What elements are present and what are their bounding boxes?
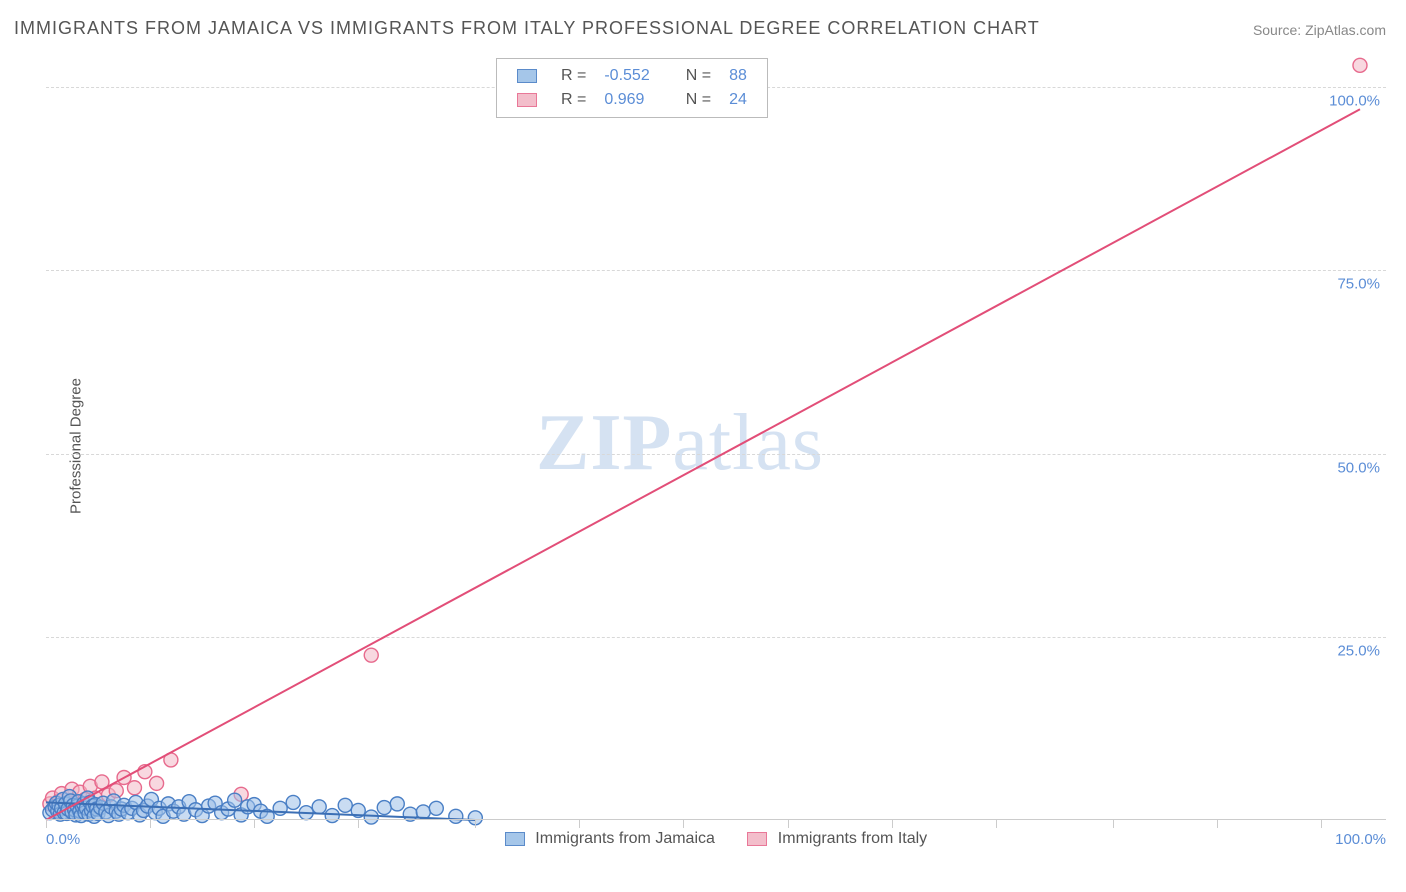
data-point-blue [429,801,443,815]
legend-label-pink: Immigrants from Italy [778,830,927,847]
chart-title: IMMIGRANTS FROM JAMAICA VS IMMIGRANTS FR… [14,18,1040,39]
source-credit: Source: ZipAtlas.com [1253,22,1386,38]
n-label: N = [678,65,719,87]
data-point-blue [390,797,404,811]
x-tick [683,820,684,828]
data-point-blue [325,809,339,823]
swatch-pink [517,93,537,107]
data-point-pink [364,648,378,662]
data-point-blue [228,793,242,807]
data-point-blue [449,809,463,823]
legend-item-blue: Immigrants from Jamaica [505,830,715,848]
data-point-blue [312,800,326,814]
data-point-blue [364,810,378,824]
r-value-blue: -0.552 [596,65,657,87]
x-tick [46,820,47,828]
x-tick [1217,820,1218,828]
r-label: R = [553,65,594,87]
x-tick [1113,820,1114,828]
n-value-blue: 88 [721,65,755,87]
x-tick [150,820,151,828]
legend-item-pink: Immigrants from Italy [747,830,927,848]
source-label: Source: [1253,22,1305,38]
swatch-blue [517,69,537,83]
data-point-pink [1353,58,1367,72]
n-label: N = [678,89,719,111]
swatch-pink-icon [747,832,767,846]
legend-row-blue: R = -0.552 N = 88 [509,65,755,87]
trend-line-pink [46,109,1360,820]
x-tick [788,820,789,828]
x-tick [358,820,359,828]
x-tick [1321,820,1322,828]
legend-row-pink: R = 0.969 N = 24 [509,89,755,111]
source-link[interactable]: ZipAtlas.com [1305,22,1386,38]
data-point-blue [286,795,300,809]
x-axis [46,819,1386,820]
chart-svg [46,58,1386,848]
r-value-pink: 0.969 [596,89,657,111]
n-value-pink: 24 [721,89,755,111]
data-point-pink [150,776,164,790]
chart-plot-area: ZIPatlas 25.0%50.0%75.0%100.0% 0.0%100.0… [46,58,1386,848]
x-tick [996,820,997,828]
data-point-pink [127,781,141,795]
x-tick [892,820,893,828]
r-label: R = [553,89,594,111]
x-tick [254,820,255,828]
data-point-blue [377,801,391,815]
swatch-blue-icon [505,832,525,846]
series-legend: Immigrants from Jamaica Immigrants from … [46,830,1386,848]
x-tick [579,820,580,828]
x-tick [475,820,476,828]
data-point-blue [338,798,352,812]
legend-label-blue: Immigrants from Jamaica [535,830,715,847]
correlation-legend: R = -0.552 N = 88 R = 0.969 N = 24 [496,58,768,118]
